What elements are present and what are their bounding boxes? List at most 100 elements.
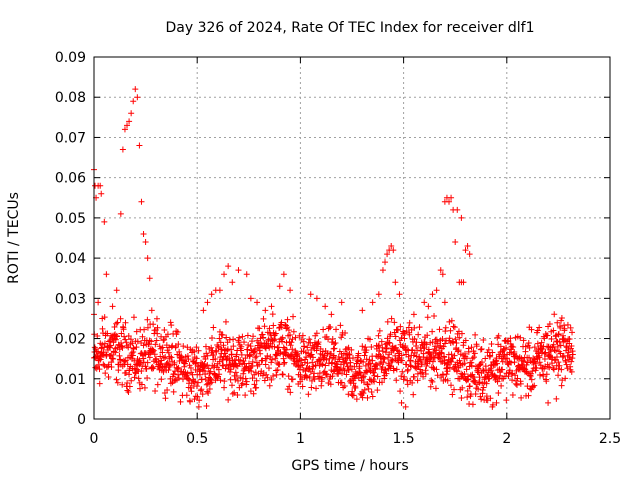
data-point (382, 366, 389, 373)
y-tick-label: 0.05 (55, 211, 86, 227)
data-point (441, 340, 448, 347)
data-point (336, 356, 343, 363)
data-point (550, 366, 557, 373)
data-point (203, 403, 210, 410)
data-point (461, 360, 468, 367)
data-point (482, 355, 489, 362)
data-point (207, 368, 214, 375)
data-point (122, 319, 129, 326)
data-point (398, 334, 405, 341)
data-point (412, 364, 419, 371)
data-point (558, 366, 565, 373)
data-point (551, 347, 558, 354)
data-point (429, 378, 436, 385)
data-point (134, 94, 141, 101)
data-point (314, 340, 321, 347)
data-point (205, 365, 212, 372)
data-point (451, 352, 458, 359)
data-point (452, 336, 459, 343)
data-point (568, 368, 575, 375)
data-point (313, 347, 320, 354)
data-point (395, 348, 402, 355)
data-point (112, 336, 119, 343)
data-point (161, 336, 168, 343)
axis-ticks: 0 0.5 1 1.5 2 2.5 0 0.01 0.02 0.03 0.04 0.05 0.06 0.0… (55, 50, 621, 447)
data-point (140, 342, 147, 349)
data-point (313, 330, 320, 337)
data-point (195, 379, 202, 386)
data-point (448, 351, 455, 358)
data-point (144, 324, 151, 331)
data-point (382, 259, 389, 266)
data-point (473, 343, 480, 350)
data-point (363, 356, 370, 363)
data-point (388, 315, 395, 322)
data-point (414, 347, 421, 354)
data-point (162, 395, 169, 402)
data-point (476, 362, 483, 369)
data-point (437, 267, 444, 274)
data-point (204, 299, 211, 306)
data-point (266, 344, 273, 351)
data-point (426, 350, 433, 357)
data-point (118, 343, 125, 350)
data-point (465, 376, 472, 383)
data-point (136, 142, 143, 149)
data-point (447, 327, 454, 334)
data-point (468, 344, 475, 351)
data-point (175, 371, 182, 378)
data-point (371, 378, 378, 385)
data-point (116, 352, 123, 359)
data-point (405, 366, 412, 373)
data-point (498, 382, 505, 389)
data-point (248, 338, 255, 345)
data-point (107, 342, 114, 349)
data-point (247, 351, 254, 358)
data-point (360, 390, 367, 397)
data-point (198, 376, 205, 383)
data-point (444, 377, 451, 384)
y-tick-label: 0.04 (55, 251, 86, 267)
data-point (410, 391, 417, 398)
data-point (164, 331, 171, 338)
data-point (404, 367, 411, 374)
data-point (553, 353, 560, 360)
data-point (397, 323, 404, 330)
data-point (170, 388, 177, 395)
data-point (569, 329, 576, 336)
data-point (122, 336, 129, 343)
data-point (114, 379, 121, 386)
data-point (415, 331, 422, 338)
data-point (554, 319, 561, 326)
data-point (369, 393, 376, 400)
data-point (429, 358, 436, 365)
chart-title: Day 326 of 2024, Rate Of TEC Index for r… (166, 20, 535, 36)
data-point (343, 371, 350, 378)
data-point (262, 361, 269, 368)
data-point (472, 331, 479, 338)
data-point (374, 387, 381, 394)
data-point (424, 314, 431, 321)
data-point (256, 361, 263, 368)
data-point (455, 347, 462, 354)
data-point (225, 362, 232, 369)
data-point (241, 339, 248, 346)
data-point (153, 337, 160, 344)
data-point (487, 395, 494, 402)
data-point (125, 344, 132, 351)
data-point (139, 333, 146, 340)
data-point (119, 381, 126, 388)
data-point (142, 239, 149, 246)
data-point (499, 366, 506, 373)
data-point (517, 380, 524, 387)
data-point (393, 366, 400, 373)
data-point (247, 388, 254, 395)
data-point (192, 378, 199, 385)
data-point (431, 313, 438, 320)
data-point (236, 334, 243, 341)
data-point (126, 383, 133, 390)
data-point (458, 394, 465, 401)
data-point (400, 376, 407, 383)
data-point (411, 373, 418, 380)
data-point (488, 367, 495, 374)
